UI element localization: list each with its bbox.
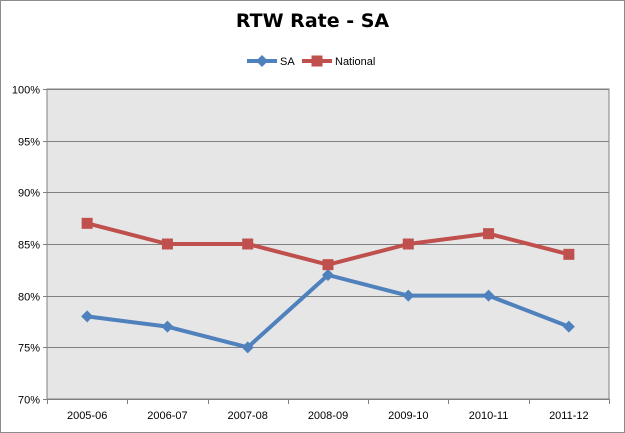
y-tick-label: 95%: [18, 137, 40, 149]
y-tick-label: 80%: [18, 292, 40, 304]
y-tick-label: 75%: [18, 343, 40, 355]
x-tick-label: 2011-12: [549, 410, 589, 422]
data-point-sa: [241, 341, 254, 354]
x-tick-label: 2008-09: [308, 410, 348, 422]
chart-title: RTW Rate - SA: [235, 10, 390, 32]
gridlines: [47, 89, 609, 400]
data-point-national: [483, 228, 495, 240]
legend-label-sa: SA: [280, 56, 295, 68]
legend-label-national: National: [335, 56, 375, 68]
data-point-national: [402, 238, 414, 250]
legend-item-national: National: [302, 55, 375, 68]
data-point-sa: [562, 320, 575, 333]
x-tick-label: 2010-11: [469, 410, 509, 422]
data-point-national: [563, 248, 575, 260]
data-point-sa: [402, 289, 415, 302]
legend-marker-national: [311, 55, 323, 67]
data-point-sa: [482, 289, 495, 302]
y-tick-label: 100%: [12, 85, 40, 97]
data-point-sa: [322, 269, 334, 281]
legend-item-sa: SA: [247, 55, 295, 68]
series-layer: [81, 217, 575, 354]
data-point-national: [161, 238, 173, 250]
y-axis: 70% 75% 80% 85% 90% 95% 100%: [12, 85, 47, 407]
x-tick-label: 2005-06: [67, 410, 107, 422]
x-axis: 2005-06 2006-07 2007-08 2008-09 2009-10 2010-…: [47, 399, 610, 422]
x-tick-label: 2007-08: [228, 410, 268, 422]
data-point-national: [242, 238, 254, 250]
data-point-national: [322, 259, 334, 271]
x-tick-label: 2006-07: [147, 410, 187, 422]
legend: SA National: [247, 55, 375, 68]
series-national: [81, 217, 575, 271]
data-point-sa: [81, 310, 94, 323]
x-tick-label: 2009-10: [388, 410, 428, 422]
series-sa: [81, 269, 575, 354]
legend-marker-sa: [256, 55, 268, 67]
data-point-sa: [161, 320, 174, 333]
y-tick-label: 90%: [18, 188, 40, 200]
data-point-national: [81, 217, 93, 229]
y-tick-label: 85%: [18, 240, 40, 252]
y-tick-label: 70%: [18, 395, 40, 407]
